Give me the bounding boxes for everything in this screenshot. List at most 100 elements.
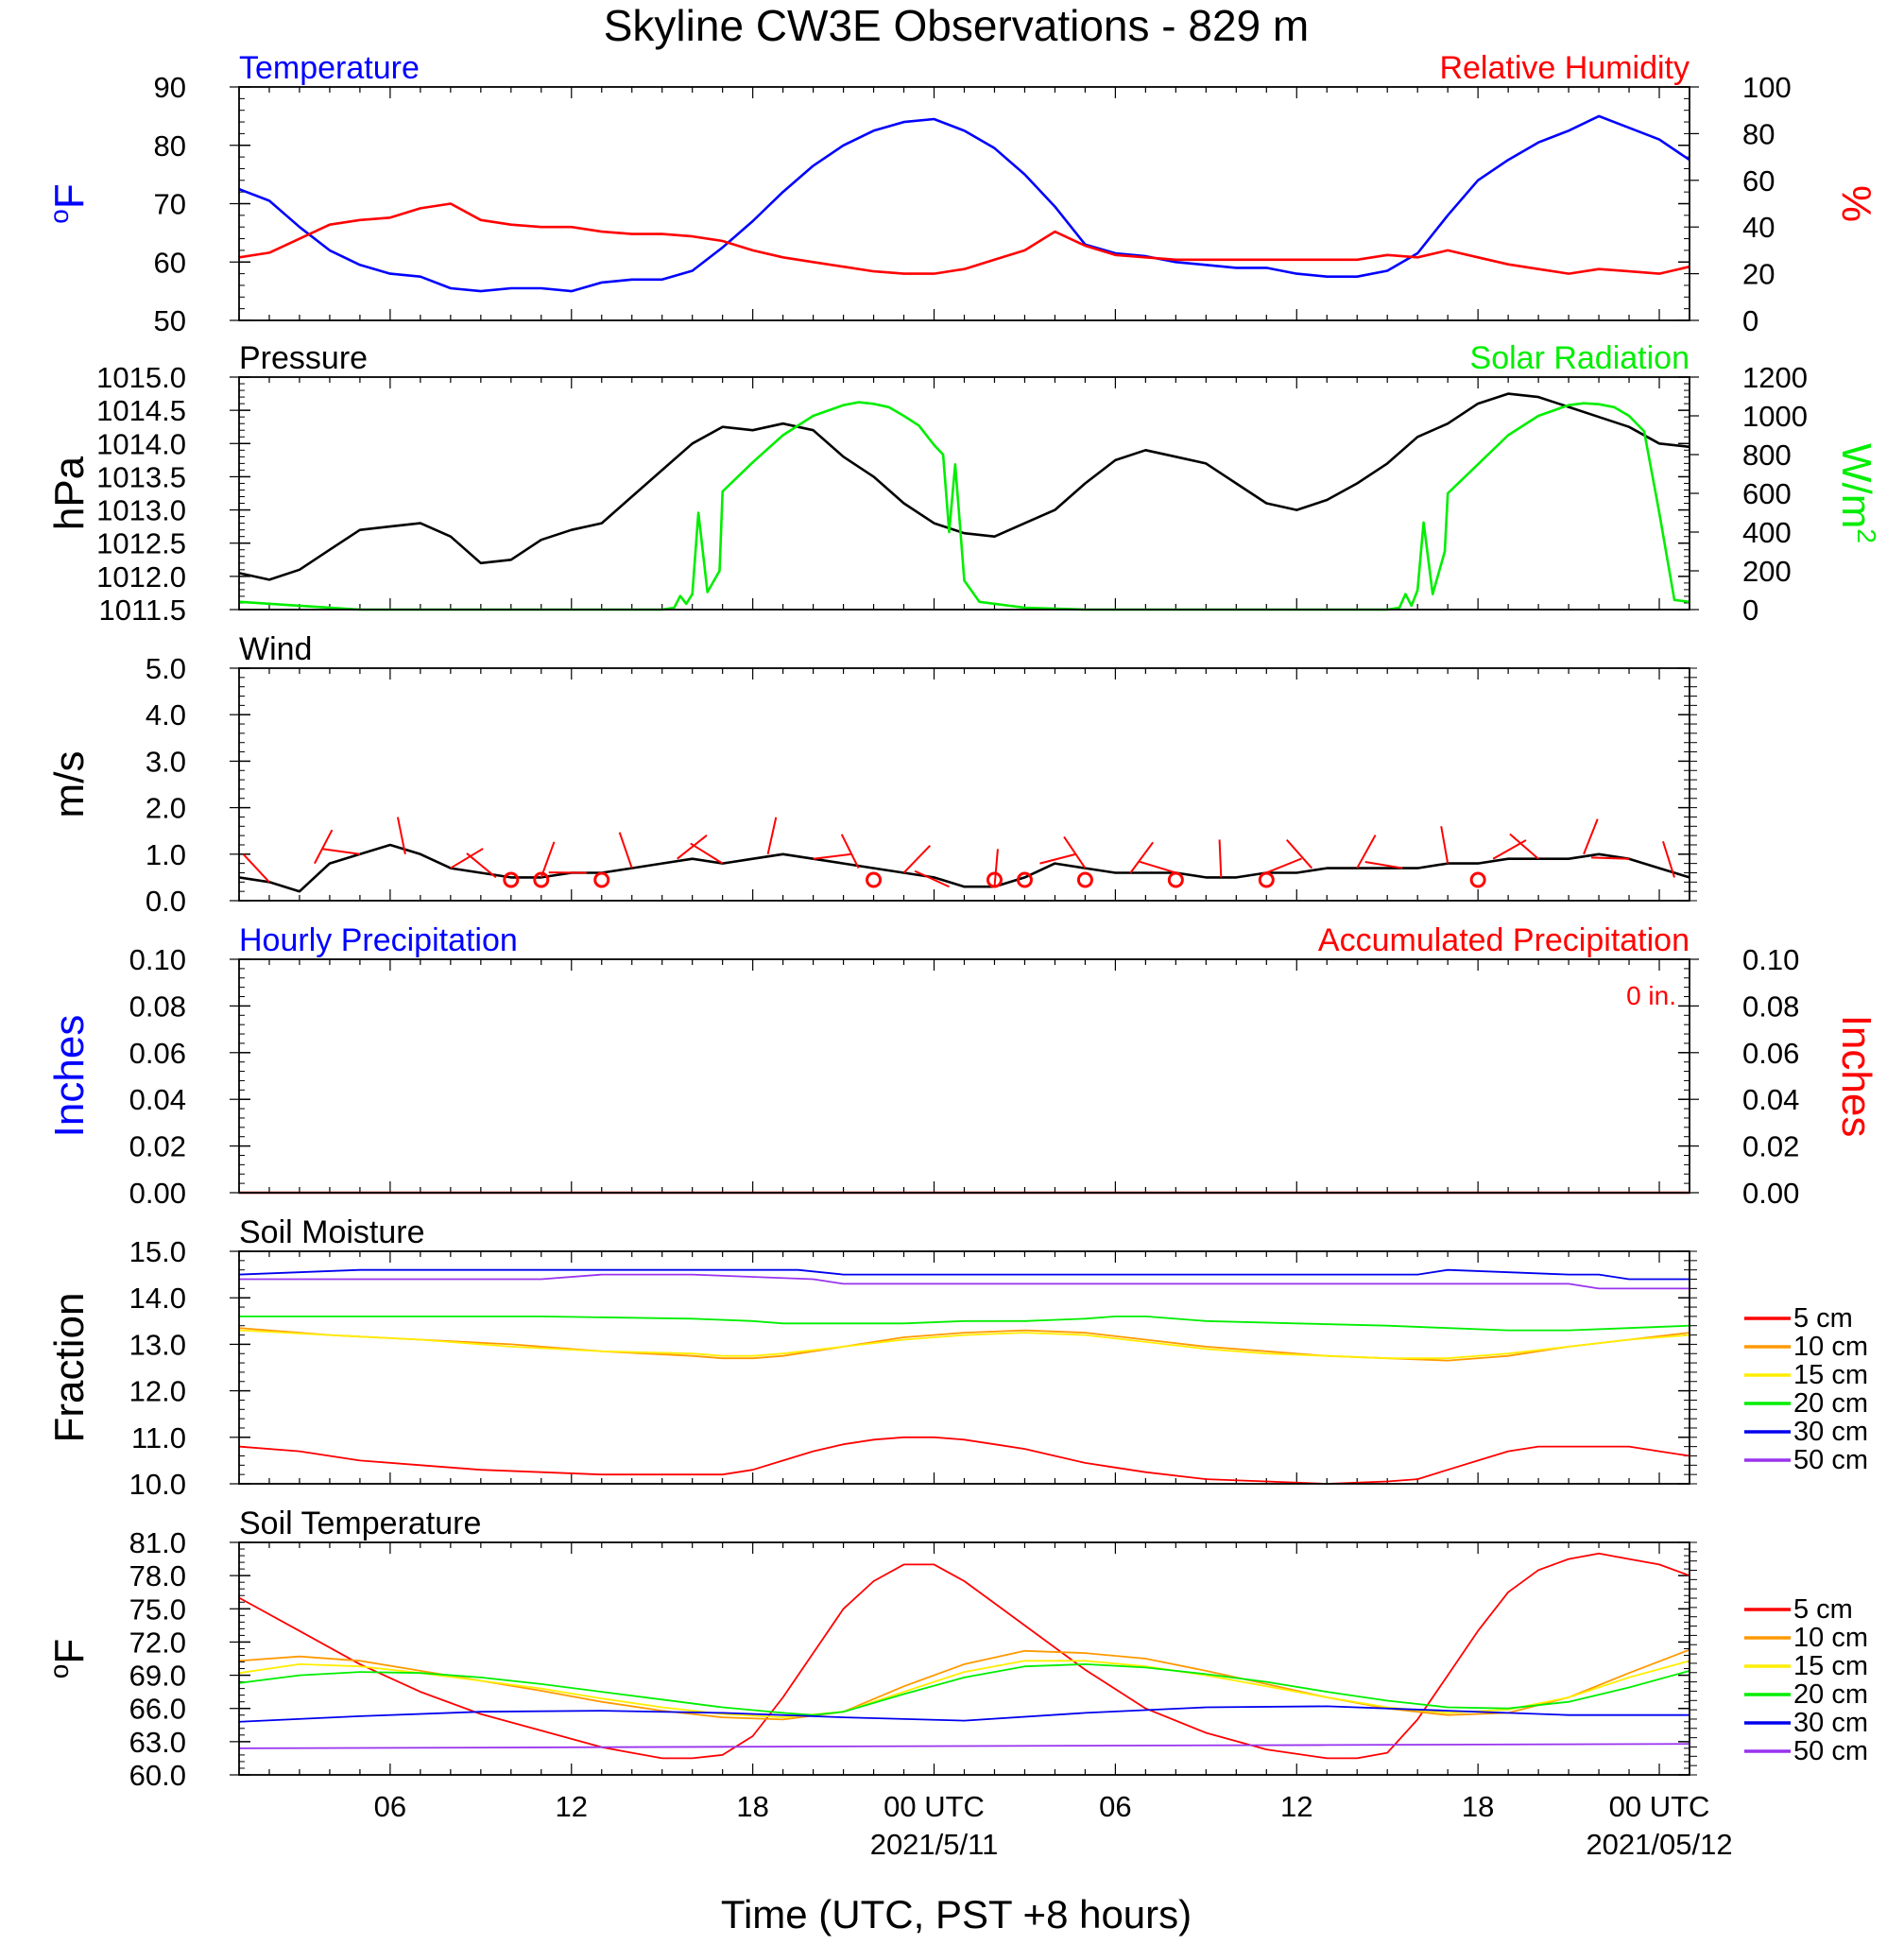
calm-wind-marker: [533, 871, 550, 888]
series-line: [238, 1705, 1690, 1723]
y-tick-label: 63.0: [129, 1726, 186, 1759]
y-axis-label: Fraction: [46, 1293, 93, 1443]
x-axis-label: Time (UTC, PST +8 hours): [721, 1892, 1192, 1936]
y-tick-label: 0.10: [129, 943, 186, 976]
y-tick-label: 0.0: [146, 885, 186, 918]
y-tick-label: 1012.5: [96, 527, 186, 560]
y-tick-label: 60: [154, 246, 186, 279]
series-line: [238, 1663, 1690, 1716]
y-axis-label: hPa: [46, 456, 93, 530]
y-axis-label: oF: [44, 183, 93, 223]
y-right-tick-label: 0.00: [1742, 1177, 1799, 1210]
wind-barb: [466, 852, 497, 879]
panel-right-title: Solar Radiation: [1470, 340, 1690, 376]
series-line: [238, 1660, 1690, 1718]
legend-label: 20 cm: [1793, 1388, 1868, 1419]
wind-barb: [690, 842, 724, 865]
wind-barb: [813, 852, 851, 860]
panel-right-title: Relative Humidity: [1439, 50, 1690, 86]
y-tick-label: 80: [154, 129, 186, 163]
y-tick-label: 78.0: [129, 1559, 186, 1592]
y-tick-label: 12.0: [129, 1375, 186, 1408]
y-tick-label: 1011.5: [98, 594, 186, 627]
y-right-tick-label: 1000: [1742, 400, 1808, 433]
y-right-tick-label: 0: [1742, 594, 1758, 627]
y-axis-label: Inches: [46, 1015, 93, 1138]
calm-wind-marker: [986, 871, 1003, 888]
legend-label: 15 cm: [1793, 1360, 1868, 1390]
y-tick-label: 81.0: [129, 1526, 186, 1559]
series-line: [238, 1552, 1690, 1760]
y-axis-right-label: Inches: [1833, 1015, 1879, 1138]
wind-barb: [1129, 841, 1154, 874]
calm-wind-marker: [1016, 871, 1033, 888]
accumulated-annotation: 0 in.: [1626, 981, 1676, 1010]
y-tick-label: 10.0: [129, 1468, 186, 1501]
y-tick-label: 2.0: [146, 792, 186, 825]
y-axis-label: oF: [44, 1639, 93, 1678]
series-line: [238, 401, 1690, 611]
wind-barb: [1356, 835, 1377, 869]
series-line: [239, 1316, 1690, 1332]
y-right-tick-label: 60: [1742, 164, 1775, 198]
x-tick-label: 12: [1280, 1790, 1312, 1823]
y-tick-label: 5.0: [146, 652, 186, 685]
panel-1: 50 60 70 80 90 0 20 40 60 80 100 Temperature Relativ…: [44, 50, 1879, 337]
y-right-tick-label: 0.02: [1742, 1130, 1799, 1163]
panel-3: 0.0 1.0 2.0 3.0 4.0 5.0 Wind m/s: [46, 631, 1697, 918]
y-tick-label: 3.0: [146, 745, 186, 778]
y-right-tick-label: 0.04: [1742, 1083, 1799, 1116]
x-tick-label: 06: [374, 1790, 406, 1823]
y-right-tick-label: 200: [1742, 555, 1792, 588]
panel-6: 60.063.066.069.072.075.078.081.0 Soil Tem…: [44, 1506, 1868, 1792]
wind-barb: [914, 869, 950, 888]
panel-left-title: Soil Moisture: [239, 1214, 425, 1250]
wind-barb: [1591, 856, 1630, 860]
wind-barb: [902, 845, 932, 874]
y-axis-right-label: %: [1833, 185, 1879, 222]
panel-left-title: Pressure: [239, 340, 368, 376]
wind-barb: [1039, 852, 1077, 865]
wind-barb: [1583, 818, 1599, 855]
wind-barb: [840, 834, 860, 869]
panel-right-title: Accumulated Precipitation: [1318, 922, 1690, 958]
y-tick-label: 1012.0: [96, 560, 186, 594]
wind-barb: [242, 853, 270, 884]
wind-barb: [396, 817, 406, 854]
y-right-tick-label: 1200: [1742, 361, 1808, 394]
x-tick-label: 12: [556, 1790, 588, 1823]
y-tick-label: 1013.0: [96, 494, 186, 527]
y-right-tick-label: 0.06: [1742, 1037, 1799, 1070]
x-tick-label: 00 UTC: [883, 1790, 985, 1823]
y-tick-label: 75.0: [129, 1592, 186, 1626]
series-line: [238, 1329, 1690, 1360]
y-right-tick-label: 100: [1742, 71, 1792, 104]
wind-barb: [766, 817, 778, 855]
series-line: [238, 114, 1690, 293]
calm-wind-marker: [1469, 871, 1486, 888]
calm-wind-marker: [866, 871, 883, 888]
legend-label: 5 cm: [1793, 1594, 1853, 1625]
y-tick-label: 66.0: [129, 1693, 186, 1726]
y-right-tick-label: 40: [1742, 211, 1775, 244]
wind-barb: [1139, 860, 1176, 874]
series-line: [238, 202, 1690, 275]
panel-frame: [238, 376, 1690, 611]
y-tick-label: 70: [154, 188, 186, 221]
panel-left-title: Hourly Precipitation: [239, 922, 518, 958]
panels-group: 50 60 70 80 90 0 20 40 60 80 100 Temperature Relativ…: [44, 50, 1881, 1861]
y-tick-label: 4.0: [146, 698, 186, 732]
wind-barb: [993, 849, 999, 887]
x-tick-label: 18: [736, 1790, 768, 1823]
y-tick-label: 0.00: [129, 1177, 186, 1210]
y-tick-label: 60.0: [129, 1759, 186, 1792]
wind-barb: [618, 832, 633, 869]
wind-barb: [1265, 857, 1302, 874]
y-tick-label: 1014.0: [96, 427, 186, 460]
series-line: [239, 1273, 1690, 1290]
y-right-tick-label: 20: [1742, 258, 1775, 291]
calm-wind-marker: [503, 871, 520, 888]
x-tick-label: 00 UTC: [1609, 1790, 1710, 1823]
legend-label: 30 cm: [1793, 1708, 1868, 1738]
y-right-tick-label: 0: [1742, 304, 1758, 337]
